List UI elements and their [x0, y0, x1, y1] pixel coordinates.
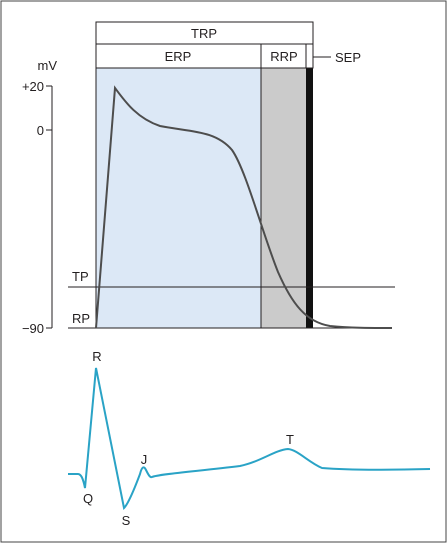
ecg-trace	[68, 367, 431, 511]
period-header-box	[95, 43, 314, 69]
sep-label: SEP	[335, 50, 361, 65]
ecg-q-label: Q	[83, 491, 93, 506]
ecg-j-label: J	[141, 452, 148, 467]
rrp-region	[261, 68, 306, 328]
trp-label: TRP	[191, 26, 217, 41]
erp-label: ERP	[165, 49, 192, 64]
tick-label-minus90: −90	[22, 321, 44, 336]
rrp-label: RRP	[270, 49, 297, 64]
tick-label-plus20: +20	[22, 79, 44, 94]
ecg-s-label: S	[122, 513, 131, 528]
ecg-t-label: T	[286, 432, 294, 447]
tp-label: TP	[72, 269, 89, 284]
erp-region	[96, 68, 261, 328]
action-potential-curve	[95, 85, 393, 329]
ecg-r-label: R	[92, 349, 101, 364]
tick-label-zero: 0	[37, 123, 44, 138]
axis-unit-label: mV	[38, 58, 58, 73]
sep-region	[306, 68, 313, 328]
rp-label: RP	[72, 311, 90, 326]
